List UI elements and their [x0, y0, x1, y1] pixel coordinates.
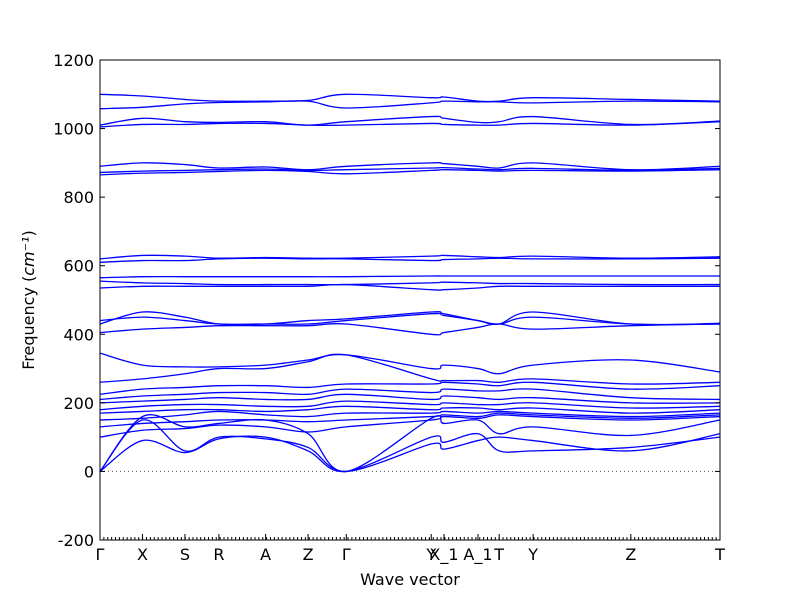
x-tick-label: S [180, 545, 190, 564]
band-line-4 [99, 414, 721, 438]
y-tick-label: 800 [63, 188, 94, 207]
y-tick-label: 0 [84, 462, 94, 481]
x-tick-label: X [137, 545, 148, 564]
band-line-19 [99, 275, 720, 279]
plot-area [99, 93, 721, 473]
x-tick-label: Z [303, 545, 314, 564]
y-axis-unit: cm⁻¹ [19, 237, 38, 276]
band-line-10 [99, 388, 721, 401]
band-line-28 [99, 93, 721, 103]
band-line-20 [99, 257, 721, 263]
plot-frame [99, 59, 721, 541]
band-line-12 [99, 353, 721, 385]
band-line-7 [99, 405, 721, 414]
band-line-1 [99, 432, 721, 473]
band-line-9 [99, 393, 721, 404]
y-tick-label: 1000 [53, 120, 94, 139]
band-line-8 [99, 400, 721, 411]
x-tick-label: A_1 [463, 545, 492, 565]
x-axis-ticks: Γ X S R A Z Γ YX_1 A_1 T Y Z T [96, 534, 725, 565]
x-tick-label: A [260, 545, 271, 564]
band-line-2 [99, 419, 721, 473]
x-axis-label: Wave vector [360, 570, 460, 589]
y-tick-label: 600 [63, 257, 94, 276]
band-line-5 [99, 412, 721, 428]
band-line-13 [99, 352, 721, 375]
x-tick-label: Γ [96, 545, 105, 564]
y-tick-label: -200 [58, 531, 94, 550]
y-axis-label-text: Frequency [19, 287, 38, 370]
band-line-25 [99, 121, 721, 128]
x-tick-label: X_1 [429, 545, 458, 565]
band-line-18 [99, 280, 721, 286]
band-line-6 [99, 410, 721, 421]
y-axis-ticks: -200 0 200 400 600 800 1000 1200 [53, 51, 720, 550]
band-line-17 [99, 283, 720, 291]
y-axis-label: Frequency (cm⁻¹) [19, 230, 38, 369]
band-line-16 [99, 311, 721, 326]
x-tick-label: Y [527, 545, 538, 564]
band-line-14 [99, 322, 721, 336]
band-line-26 [99, 115, 721, 126]
band-line-27 [99, 100, 721, 110]
x-tick-label: Y [425, 545, 436, 564]
y-tick-label: 400 [63, 325, 94, 344]
x-tick-label: T [714, 545, 725, 564]
band-line-3 [99, 414, 721, 473]
x-tick-label: R [213, 545, 224, 564]
x-tick-label: Γ [342, 545, 351, 564]
band-line-15 [99, 312, 721, 326]
band-line-21 [99, 254, 721, 260]
x-tick-label: T [493, 545, 504, 564]
band-line-23 [99, 166, 721, 174]
y-tick-label: 1200 [53, 51, 94, 70]
y-tick-label: 200 [63, 394, 94, 413]
band-line-22 [99, 169, 721, 176]
x-tick-label: Z [625, 545, 636, 564]
band-line-11 [99, 381, 721, 395]
band-line-24 [99, 162, 721, 171]
